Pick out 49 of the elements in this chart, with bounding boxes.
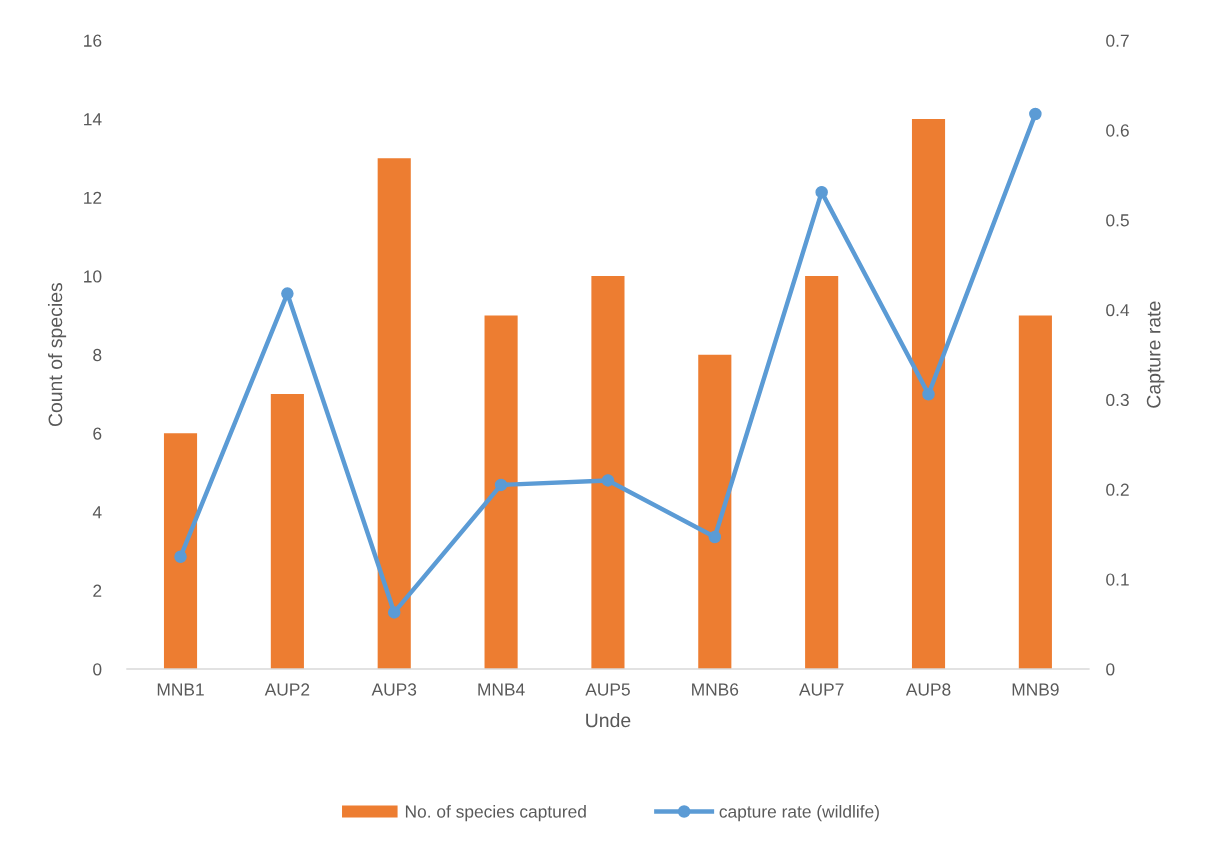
- bar: [163, 433, 198, 670]
- bar: [805, 276, 839, 670]
- y-tick-label: 10: [84, 270, 102, 283]
- point: [174, 550, 187, 564]
- y-tick-label: 0: [93, 663, 102, 676]
- y2-tick-label: 0.3: [1106, 393, 1129, 407]
- legend-label: capture rate (wildlife): [719, 804, 879, 822]
- x-tick-label: AUP8: [905, 683, 951, 696]
- y-tick-label: 12: [84, 191, 102, 204]
- point: [815, 185, 828, 199]
- point: [494, 478, 508, 492]
- x-tick-label: AUP3: [371, 683, 417, 696]
- bar: [698, 354, 732, 670]
- legend-label: No. of species captured: [405, 804, 586, 822]
- x-tick-label: MNB6: [692, 683, 739, 696]
- bar: [377, 158, 411, 670]
- y2-tick-label: 0.4: [1106, 303, 1130, 317]
- point: [281, 287, 294, 300]
- y-tick-label: 2: [93, 584, 102, 597]
- x-tick-label: AUP7: [799, 683, 844, 696]
- x-tick-label: MNB4: [478, 683, 525, 696]
- x-tick-label: MNB1: [157, 683, 204, 696]
- y2-tick-label: 0.5: [1106, 214, 1129, 227]
- x-tick-label: MNB9: [1012, 683, 1059, 696]
- y-tick-label: 4: [92, 506, 102, 519]
- point: [601, 474, 615, 487]
- y-axis-title: Count of species: [47, 282, 67, 427]
- y-tick-label: 8: [93, 348, 102, 362]
- point: [1029, 107, 1042, 121]
- y-tick-label: 16: [84, 34, 102, 47]
- bar: [591, 276, 625, 670]
- point: [387, 606, 401, 619]
- bar: [270, 393, 304, 670]
- y2-tick-label: 0.2: [1106, 483, 1129, 496]
- y2-tick-label: 0.6: [1106, 124, 1129, 137]
- x-tick-label: AUP2: [264, 683, 310, 696]
- x-tick-label: AUP5: [585, 683, 630, 696]
- y2-tick-label: 0: [1106, 663, 1115, 676]
- bar: [1018, 315, 1052, 670]
- bar: [911, 118, 946, 670]
- point: [708, 530, 722, 544]
- y2-tick-label: 0.7: [1106, 34, 1129, 47]
- x-axis-title: Unde: [586, 712, 631, 728]
- y-tick-label: 14: [84, 113, 102, 126]
- bar: [484, 315, 518, 670]
- y2-tick-label: 0.1: [1106, 573, 1129, 586]
- y2-axis-title: Capture rate: [1146, 301, 1165, 408]
- point: [922, 387, 935, 401]
- y-tick-label: 6: [93, 427, 102, 440]
